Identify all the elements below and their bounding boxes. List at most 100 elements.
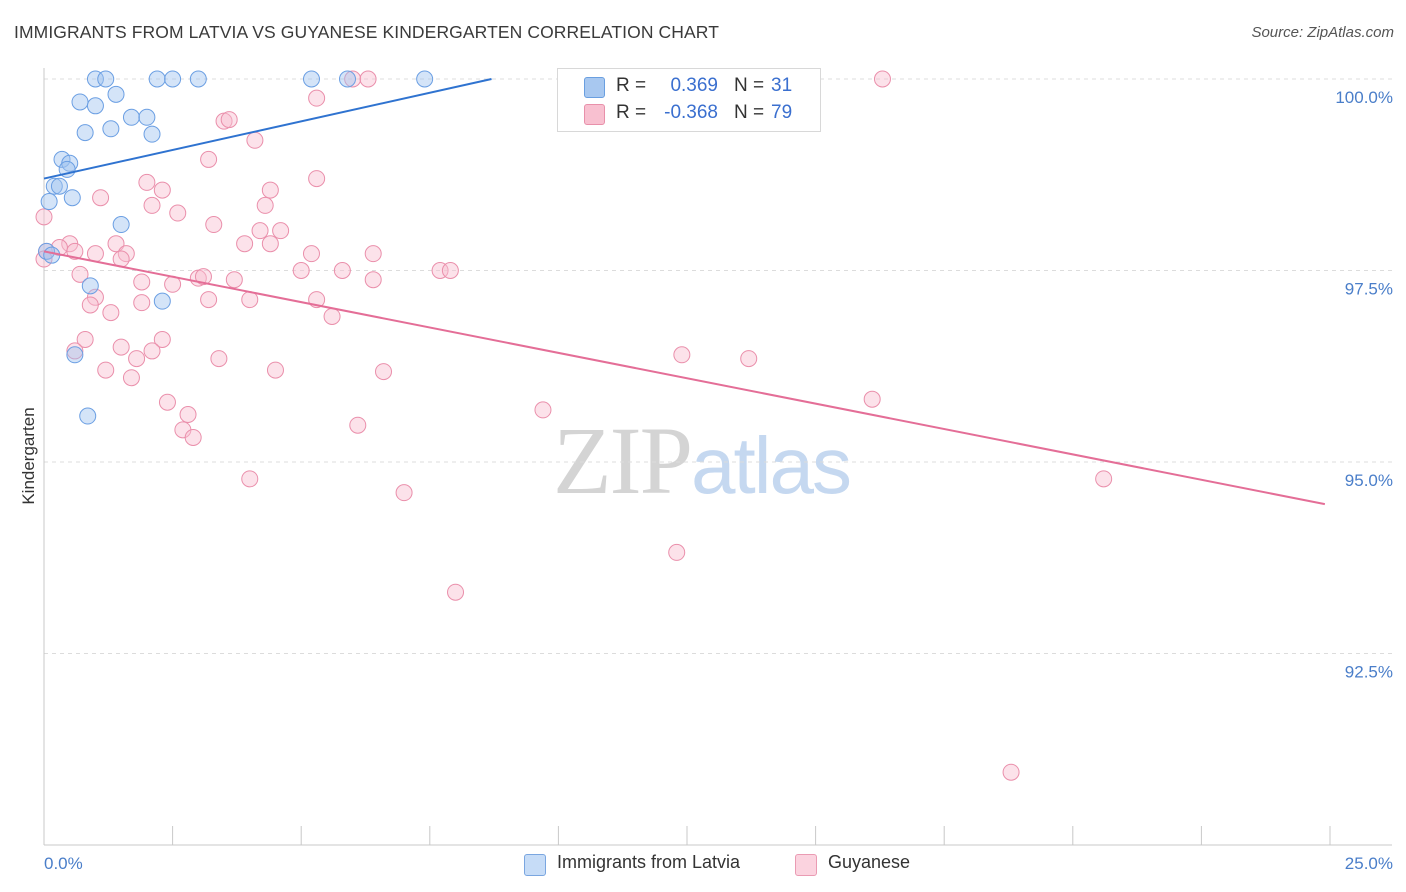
data-point xyxy=(148,70,166,88)
x-tick-label: 0.0% xyxy=(44,854,83,873)
data-point xyxy=(143,125,161,143)
chart-title: IMMIGRANTS FROM LATVIA VS GUYANESE KINDE… xyxy=(14,22,719,42)
trend-line xyxy=(43,78,492,180)
data-point xyxy=(102,120,120,138)
data-point xyxy=(200,291,218,309)
data-point xyxy=(308,89,326,107)
watermark-atlas: atlas xyxy=(691,421,852,510)
data-point xyxy=(395,484,413,502)
y-tick-label: 95.0% xyxy=(1345,471,1393,490)
legend-swatch-guyanese xyxy=(584,104,605,125)
data-point xyxy=(272,222,290,240)
y-tick-label: 92.5% xyxy=(1345,663,1393,682)
data-point xyxy=(35,208,53,226)
data-point xyxy=(50,177,68,195)
data-point xyxy=(184,428,202,446)
data-point xyxy=(81,296,99,314)
data-point xyxy=(200,150,218,168)
data-point xyxy=(261,181,279,199)
y-axis-label: Kindergarten xyxy=(19,407,38,504)
data-point xyxy=(1095,470,1113,488)
y-tick-label: 97.5% xyxy=(1345,280,1393,299)
data-point xyxy=(40,193,58,211)
data-point xyxy=(338,70,356,88)
axes xyxy=(43,68,1392,846)
data-point xyxy=(81,277,99,295)
data-point xyxy=(364,271,382,289)
bottom-legend-label-guyanese: Guyanese xyxy=(828,852,911,872)
watermark-zip: ZIP xyxy=(553,407,693,514)
legend-row-guyanese: R = -0.368 N = 79 xyxy=(558,102,820,126)
data-point xyxy=(210,350,228,368)
data-point xyxy=(189,70,207,88)
legend-n-value: 79 xyxy=(771,102,793,123)
data-point xyxy=(76,330,94,348)
data-point xyxy=(79,407,97,425)
data-point xyxy=(359,70,377,88)
data-point xyxy=(863,390,881,408)
y-tick-label: 100.0% xyxy=(1335,88,1393,107)
data-point xyxy=(668,543,686,561)
data-point xyxy=(102,304,120,322)
data-point xyxy=(236,235,254,253)
data-point xyxy=(246,131,264,149)
data-point xyxy=(302,70,320,88)
data-point xyxy=(431,262,449,279)
legend-r-label: R = xyxy=(616,75,647,96)
data-point xyxy=(112,338,130,356)
data-point xyxy=(143,196,161,214)
data-point xyxy=(323,307,341,325)
data-point xyxy=(179,406,197,424)
data-point xyxy=(71,265,89,283)
data-point xyxy=(66,346,84,364)
bottom-legend-label-latvia: Immigrants from Latvia xyxy=(557,852,741,872)
data-point xyxy=(122,108,140,126)
legend-r-value: -0.368 xyxy=(664,102,718,123)
tick-labels: 100.0% 97.5% 95.0% 92.5% 0.0% 25.0% Kindergart… xyxy=(19,88,1393,873)
data-point xyxy=(169,204,187,222)
data-point xyxy=(194,268,212,286)
source-label: Source: ZipAtlas.com xyxy=(1251,24,1394,41)
trend-lines xyxy=(43,78,1326,506)
data-point xyxy=(266,361,284,379)
data-point xyxy=(164,70,182,88)
data-point xyxy=(349,416,367,434)
data-point xyxy=(205,216,223,234)
data-point xyxy=(740,350,758,368)
data-point xyxy=(133,273,151,291)
legend-n-label: N = xyxy=(734,102,765,123)
data-point xyxy=(133,294,151,312)
legend-r-label: R = xyxy=(616,102,647,123)
data-points xyxy=(35,70,1113,781)
data-point xyxy=(251,222,269,240)
data-point xyxy=(375,363,393,381)
data-point xyxy=(158,393,176,411)
legend-n-value: 31 xyxy=(771,75,793,96)
data-point xyxy=(117,245,135,263)
data-point xyxy=(534,401,552,419)
data-point xyxy=(45,177,63,195)
data-point xyxy=(66,342,84,360)
data-point xyxy=(416,70,434,88)
data-point xyxy=(138,173,156,191)
data-point xyxy=(153,181,171,199)
data-point xyxy=(241,470,259,488)
data-point xyxy=(86,245,104,263)
data-point xyxy=(122,369,140,387)
x-tick-label: 25.0% xyxy=(1345,854,1393,873)
data-point xyxy=(143,342,161,360)
legend-r-value: 0.369 xyxy=(670,75,718,96)
data-point xyxy=(225,271,243,289)
data-point xyxy=(107,235,125,253)
data-point xyxy=(344,70,362,88)
data-point xyxy=(333,262,351,279)
data-point xyxy=(873,70,891,88)
grid-lines xyxy=(44,78,1392,654)
data-point xyxy=(76,124,94,142)
data-point xyxy=(86,97,104,115)
data-point xyxy=(1002,763,1020,781)
data-point xyxy=(86,70,104,88)
correlation-legend: R = 0.369 N = 31 R = -0.368 N = 79 xyxy=(557,68,821,132)
legend-n-label: N = xyxy=(734,75,765,96)
